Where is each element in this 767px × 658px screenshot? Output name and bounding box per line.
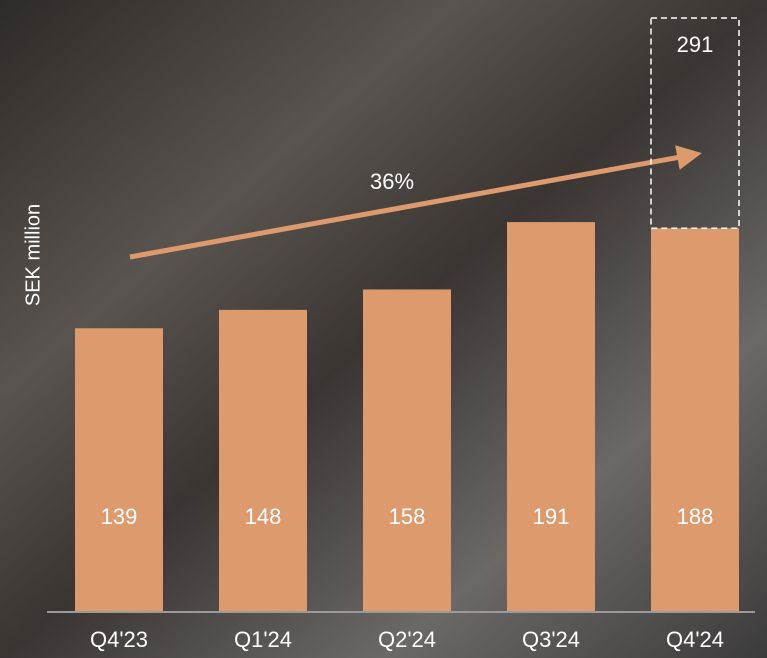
x-tick-label: Q1'24 xyxy=(234,627,292,652)
bar xyxy=(651,228,739,612)
data-label: 139 xyxy=(101,504,138,529)
bar xyxy=(219,309,307,612)
x-tick-label: Q4'24 xyxy=(666,627,724,652)
x-tick-label: Q4'23 xyxy=(90,627,148,652)
data-label: 158 xyxy=(389,504,426,529)
data-label: 291 xyxy=(677,32,714,57)
bar xyxy=(363,289,451,612)
x-tick-label: Q2'24 xyxy=(378,627,436,652)
dashed-bar xyxy=(650,17,740,229)
data-label: 188 xyxy=(677,504,714,529)
growth-annotation: 36% xyxy=(370,169,414,194)
x-tick-label: Q3'24 xyxy=(522,627,580,652)
growth-arrow xyxy=(129,145,702,260)
y-axis-label: SEK million xyxy=(22,204,44,306)
bar xyxy=(75,328,163,612)
data-label: 191 xyxy=(533,504,570,529)
data-label: 148 xyxy=(245,504,282,529)
bar xyxy=(507,222,595,612)
